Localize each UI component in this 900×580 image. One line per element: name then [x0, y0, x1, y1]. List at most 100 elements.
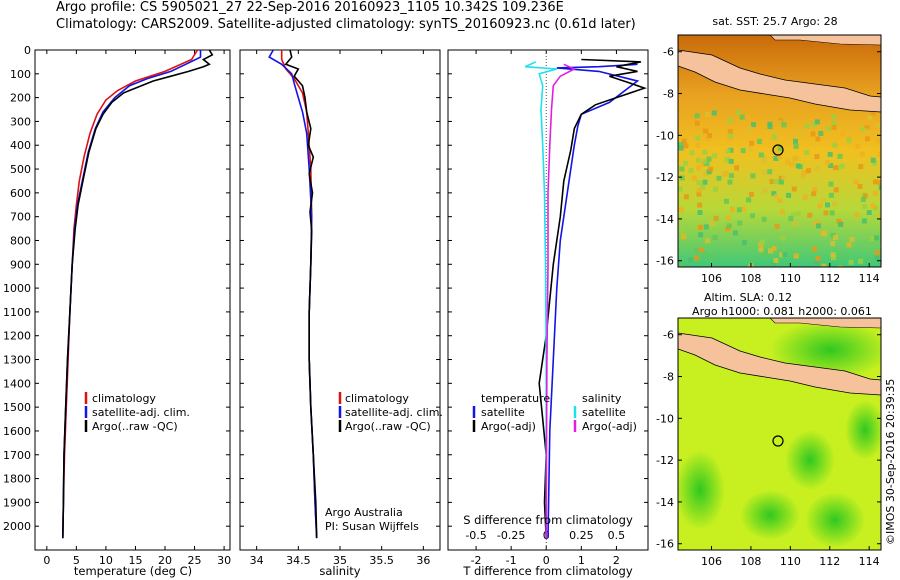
salinity-legend: climatology satellite-adj. clim. Argo(..…	[325, 392, 443, 533]
y-tick-label: 1600	[3, 425, 31, 438]
borneo-land	[769, 35, 881, 46]
sst-pixel	[712, 153, 717, 159]
series-line-satellite	[62, 50, 202, 539]
sst-pixel	[681, 234, 687, 240]
sst-pixel	[746, 197, 752, 203]
legend-title-temperature: temperature	[481, 392, 550, 405]
lat-tick-label: -16	[656, 255, 674, 268]
salinity-xlabel: salinity	[319, 564, 360, 578]
sst-pixel	[767, 121, 773, 127]
sst-pixel	[779, 209, 785, 215]
sst-pixel	[873, 179, 878, 185]
sst-pixel	[705, 135, 711, 141]
sst-pixel	[837, 253, 843, 259]
sst-pixel	[825, 160, 831, 166]
x-tick-label: 34	[250, 554, 264, 567]
sst-pixel	[697, 210, 703, 215]
difference-xlabel: T difference from climatology	[462, 564, 633, 578]
sst-pixel	[833, 165, 838, 171]
x-top-tick-label: 0.25	[569, 529, 594, 542]
sst-pixel	[863, 128, 869, 134]
sst-pixel	[703, 171, 709, 177]
sst-pixel	[702, 179, 708, 185]
sst-pixel	[848, 259, 854, 265]
sst-pixel	[833, 235, 838, 240]
sst-pixel	[859, 151, 865, 157]
lon-tick-label: 114	[859, 272, 880, 285]
sst-pixel	[689, 150, 695, 156]
sst-pixel	[696, 187, 702, 193]
x-tick-label: 15	[128, 554, 142, 567]
sst-pixel	[698, 247, 704, 253]
sst-pixel	[874, 250, 880, 256]
sst-pixel	[814, 260, 820, 266]
sst-pixel	[820, 197, 826, 203]
sst-pixel	[762, 170, 768, 176]
sst-pixel	[860, 197, 866, 202]
sst-map-frame	[677, 34, 882, 268]
sst-pixel	[855, 144, 861, 149]
sst-pixel	[694, 120, 700, 126]
series-line-climatology	[280, 50, 318, 539]
sst-pixel	[864, 136, 870, 142]
y-tick-label: 1800	[3, 473, 31, 486]
sst-pixel	[679, 175, 685, 181]
series-line-t-argo	[538, 58, 647, 539]
sst-pixel	[874, 235, 880, 241]
sst-pixel	[688, 167, 694, 173]
y-tick-label: 1000	[3, 282, 31, 295]
sst-pixel	[696, 191, 702, 197]
sst-pixel	[793, 143, 799, 149]
sst-pixel	[813, 220, 819, 226]
sst-pixel	[724, 157, 730, 163]
sst-pixel	[751, 122, 756, 128]
sla-map-frame	[677, 317, 882, 551]
legend-label-climatology: climatology	[92, 392, 156, 405]
sst-pixel	[802, 194, 808, 200]
x-tick-label: -2	[471, 554, 482, 567]
lon-tick-label: 114	[859, 555, 880, 568]
sst-pixel	[712, 235, 718, 240]
sst-pixel	[862, 193, 868, 199]
sst-pixel	[705, 238, 711, 244]
sst-pixel	[706, 169, 712, 175]
sst-pixel	[872, 190, 878, 196]
legend-label-argo: Argo(..raw -QC)	[92, 420, 178, 433]
sst-pixel	[728, 133, 734, 139]
x-tick-label: 35	[333, 554, 347, 567]
sst-pixel	[860, 126, 866, 132]
sst-pixel	[795, 210, 801, 216]
sst-pixel	[825, 126, 831, 132]
sst-pixel	[832, 142, 838, 148]
sst-pixel	[759, 239, 765, 245]
y-tick-label: 800	[10, 234, 31, 247]
series-line-argo	[284, 50, 318, 539]
sst-pixel	[732, 230, 738, 236]
y-tick-label: 1500	[3, 401, 31, 414]
x-tick-label: 35.5	[369, 554, 394, 567]
difference-plot-frame	[447, 49, 649, 551]
sst-pixel	[750, 213, 755, 219]
y-tick-label: 200	[10, 92, 31, 105]
sst-pixel	[816, 223, 821, 229]
sst-pixel	[879, 213, 881, 219]
sla-map-subtitle: Argo h1000: 0.081 h2000: 0.061	[692, 305, 872, 318]
sst-pixel	[703, 128, 709, 134]
sla-blob	[785, 430, 835, 490]
sla-map-title: Altim. SLA: 0.12	[704, 291, 792, 304]
y-tick-label: 1200	[3, 330, 31, 343]
x-tick-label: 0	[543, 554, 550, 567]
sst-pixel	[814, 166, 820, 172]
sst-pixel	[815, 255, 821, 261]
sst-pixel	[700, 185, 706, 191]
sst-pixel	[782, 252, 788, 258]
sst-pixel	[874, 255, 880, 261]
y-tick-label: 1700	[3, 449, 31, 462]
sst-pixel	[724, 198, 729, 204]
temperature-series-group	[62, 50, 214, 539]
legend-title-salinity: salinity	[582, 392, 622, 405]
sst-pixel	[749, 140, 755, 146]
y-tick-label: 1900	[3, 496, 31, 509]
sst-pixel	[837, 153, 843, 159]
sst-pixel	[821, 263, 827, 267]
